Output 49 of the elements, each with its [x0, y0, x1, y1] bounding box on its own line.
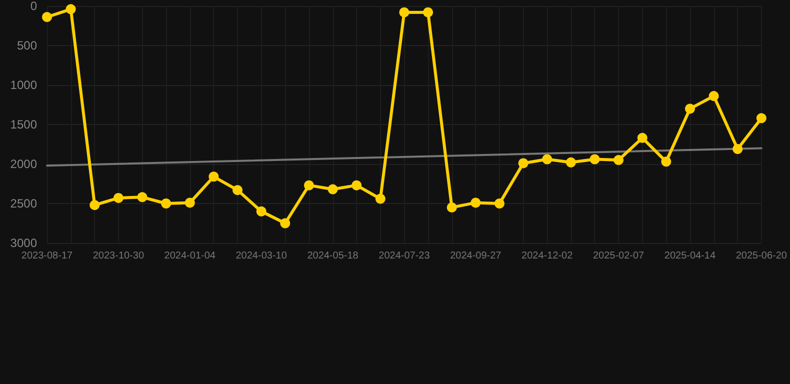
point [256, 206, 266, 216]
point [446, 202, 457, 212]
x-tick-label: 2023-10-30 [92, 250, 144, 262]
point [399, 7, 410, 18]
x-tick-label: 2024-07-23 [378, 250, 430, 262]
point [756, 113, 766, 124]
point [614, 155, 624, 166]
point [137, 192, 148, 202]
point [470, 198, 481, 208]
y-tick-label: 2000 [10, 157, 38, 171]
x-tick-label: 2025-02-07 [592, 250, 645, 262]
point [66, 4, 76, 14]
point [161, 198, 172, 208]
x-tick-label: 2025-04-14 [664, 250, 716, 262]
point [423, 7, 434, 18]
x-tick-label: 2023-08-17 [21, 250, 74, 262]
point [684, 104, 695, 114]
y-tick-label: 1500 [10, 118, 38, 132]
point [113, 192, 124, 203]
point [184, 198, 195, 208]
point [352, 180, 362, 190]
point [732, 144, 743, 154]
point [90, 200, 100, 210]
y-tick-label: 0 [30, 0, 38, 13]
x-tick-label: 2024-12-02 [522, 250, 574, 262]
point [708, 91, 719, 102]
y-tick-label: 500 [16, 38, 38, 52]
x-tick-label: 2025-06-20 [736, 250, 788, 262]
point [590, 154, 600, 164]
y-tick-label: 3000 [10, 236, 38, 250]
point [494, 198, 504, 208]
point [280, 218, 290, 228]
y-tick-label: 2500 [10, 196, 38, 210]
point [232, 185, 243, 196]
point [375, 194, 386, 204]
point [328, 184, 338, 194]
x-tick-label: 2024-05-18 [307, 250, 359, 262]
point [304, 180, 314, 190]
point [566, 157, 576, 168]
x-tick-label: 2024-03-10 [236, 250, 288, 262]
point [661, 156, 672, 167]
x-tick-label: 2024-01-04 [164, 250, 216, 262]
y-tick-label: 1000 [10, 78, 38, 92]
point [42, 12, 52, 22]
point [637, 132, 648, 143]
x-tick-label: 2024-09-27 [450, 250, 502, 262]
point [518, 158, 528, 168]
point [208, 172, 219, 182]
point [542, 154, 552, 164]
